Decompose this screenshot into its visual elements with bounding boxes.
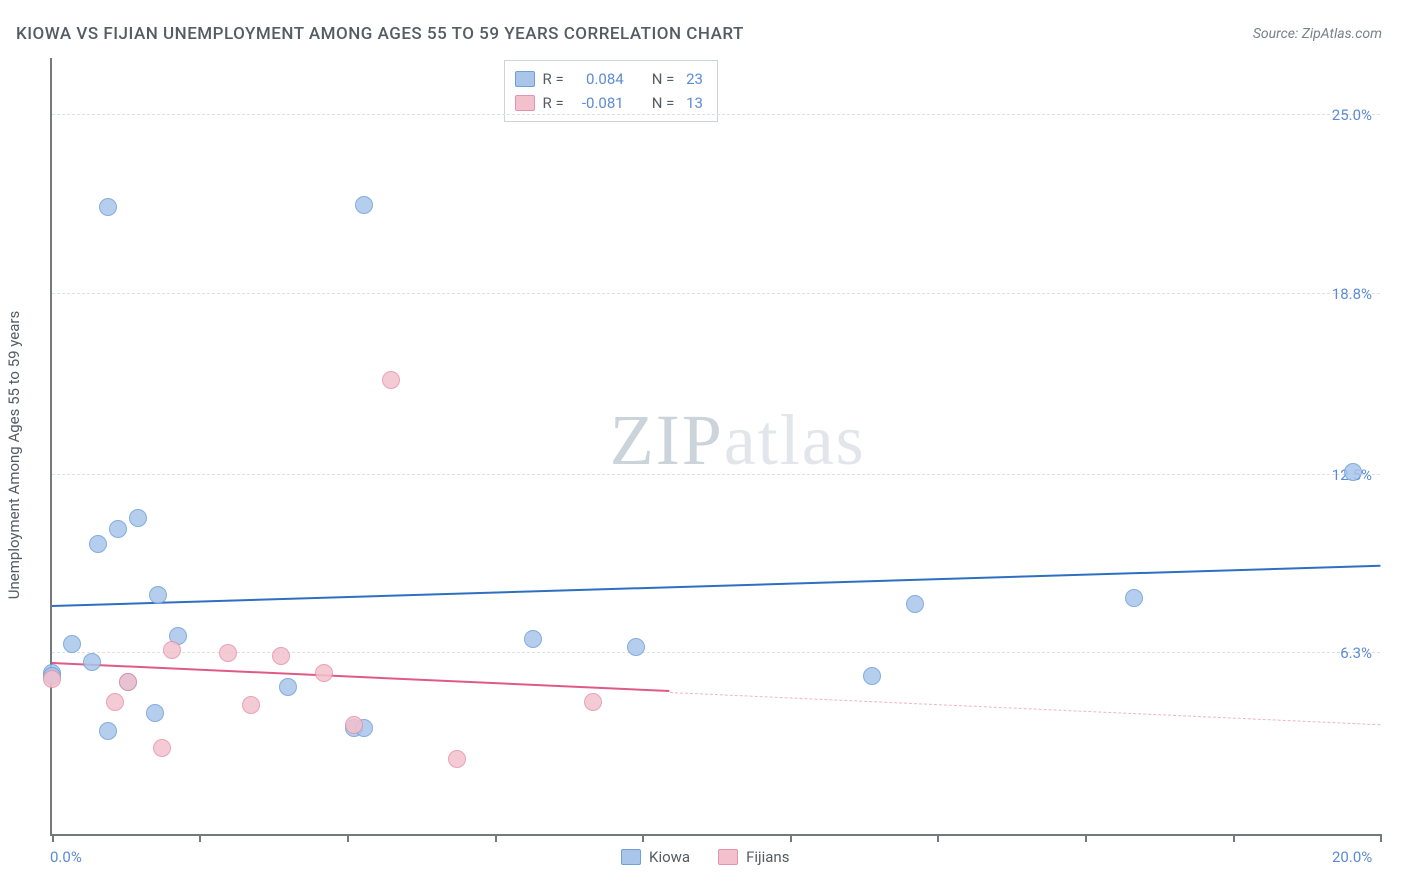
- data-point: [99, 722, 117, 740]
- data-point: [906, 595, 924, 613]
- data-point: [345, 716, 363, 734]
- r-label: R =: [543, 70, 564, 88]
- data-point: [219, 644, 237, 662]
- stats-legend-row: R = 0.084 N = 23: [515, 67, 703, 91]
- data-point: [149, 586, 167, 604]
- x-tick: [1380, 834, 1382, 842]
- gridline-h: [52, 652, 1380, 653]
- x-tick: [495, 834, 497, 842]
- source-label: Source: ZipAtlas.com: [1253, 26, 1382, 42]
- y-tick-label: 6.3%: [1340, 644, 1372, 662]
- data-point: [43, 670, 61, 688]
- data-point: [355, 196, 373, 214]
- data-point: [119, 673, 137, 691]
- regression-line: [52, 662, 670, 692]
- gridline-h: [52, 114, 1380, 115]
- r-label: R =: [543, 94, 564, 112]
- legend-swatch: [515, 95, 535, 111]
- n-label: N =: [652, 70, 675, 88]
- x-tick: [1233, 834, 1235, 842]
- gridline-h: [52, 474, 1380, 475]
- x-tick: [199, 834, 201, 842]
- data-point: [89, 535, 107, 553]
- data-point: [1344, 463, 1362, 481]
- legend-swatch: [718, 849, 738, 865]
- data-point: [584, 693, 602, 711]
- data-point: [129, 509, 147, 527]
- chart-title: KIOWA VS FIJIAN UNEMPLOYMENT AMONG AGES …: [16, 24, 744, 44]
- data-point: [315, 664, 333, 682]
- data-point: [448, 750, 466, 768]
- data-point: [99, 198, 117, 216]
- legend-item: Fijians: [718, 848, 789, 866]
- y-tick-label: 25.0%: [1332, 106, 1372, 124]
- data-point: [272, 647, 290, 665]
- y-tick-label: 18.8%: [1332, 285, 1372, 303]
- data-point: [163, 641, 181, 659]
- n-label: N =: [652, 94, 675, 112]
- stats-legend: R = 0.084 N = 23 R = -0.081 N = 13: [504, 60, 718, 122]
- data-point: [83, 653, 101, 671]
- data-point: [109, 520, 127, 538]
- data-point: [106, 693, 124, 711]
- x-tick: [642, 834, 644, 842]
- x-tick: [347, 834, 349, 842]
- legend-item: Kiowa: [621, 848, 690, 866]
- gridline-h: [52, 293, 1380, 294]
- data-point: [382, 371, 400, 389]
- stats-legend-row: R = -0.081 N = 13: [515, 91, 703, 115]
- x-tick: [937, 834, 939, 842]
- legend-label: Fijians: [746, 848, 789, 866]
- data-point: [146, 704, 164, 722]
- data-point: [863, 667, 881, 685]
- n-value: 23: [682, 70, 703, 88]
- data-point: [279, 678, 297, 696]
- x-axis-max-label: 20.0%: [1332, 848, 1372, 866]
- x-tick: [52, 834, 54, 842]
- data-point: [153, 739, 171, 757]
- watermark: ZIPatlas: [610, 399, 866, 482]
- x-axis-min-label: 0.0%: [50, 848, 82, 866]
- data-point: [242, 696, 260, 714]
- regression-line: [669, 692, 1380, 725]
- legend-swatch: [621, 849, 641, 865]
- data-point: [1125, 589, 1143, 607]
- data-point: [524, 630, 542, 648]
- r-value: -0.081: [572, 94, 624, 112]
- r-value: 0.084: [572, 70, 624, 88]
- regression-line: [52, 565, 1380, 607]
- legend-swatch: [515, 71, 535, 87]
- y-axis-title: Unemployment Among Ages 55 to 59 years: [5, 311, 23, 599]
- n-value: 13: [682, 94, 703, 112]
- x-tick: [1085, 834, 1087, 842]
- data-point: [63, 635, 81, 653]
- legend-label: Kiowa: [649, 848, 690, 866]
- plot-area: ZIPatlas R = 0.084 N = 23 R = -0.081 N = 13 6…: [50, 58, 1380, 836]
- data-point: [627, 638, 645, 656]
- series-legend: Kiowa Fijians: [621, 848, 789, 866]
- x-tick: [790, 834, 792, 842]
